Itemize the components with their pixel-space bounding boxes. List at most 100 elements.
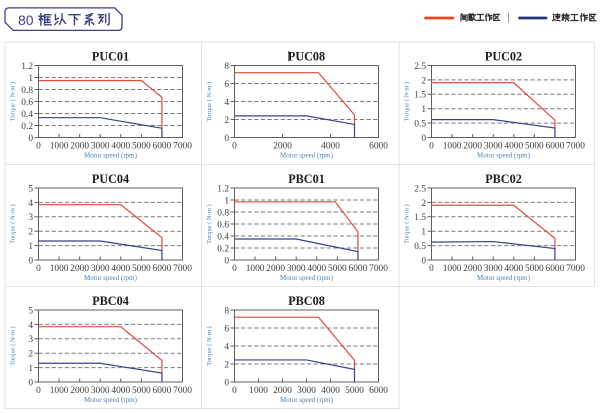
svg-text:0.8: 0.8 — [217, 208, 229, 218]
svg-text:0.5: 0.5 — [414, 120, 426, 130]
svg-text:Motor speed (rpm): Motor speed (rpm) — [477, 274, 531, 282]
svg-text:1: 1 — [28, 364, 33, 374]
svg-text:1: 1 — [421, 105, 426, 115]
svg-text:3: 3 — [28, 335, 33, 345]
svg-text:4000: 4000 — [111, 386, 130, 396]
svg-text:6000: 6000 — [349, 264, 368, 274]
svg-text:2: 2 — [421, 199, 426, 209]
svg-text:2000: 2000 — [463, 264, 482, 274]
svg-text:0.6: 0.6 — [217, 220, 229, 230]
svg-text:4000: 4000 — [111, 142, 130, 152]
svg-text:4000: 4000 — [504, 264, 523, 274]
svg-text:0.4: 0.4 — [217, 232, 229, 242]
svg-text:3000: 3000 — [287, 264, 306, 274]
svg-text:6000: 6000 — [369, 386, 388, 396]
svg-text:Motor speed (rpm): Motor speed (rpm) — [280, 396, 334, 404]
svg-text:1.2: 1.2 — [21, 62, 33, 72]
svg-text:5000: 5000 — [132, 142, 151, 152]
svg-text:0: 0 — [232, 264, 237, 274]
svg-text:0: 0 — [36, 142, 41, 152]
svg-text:0: 0 — [36, 264, 41, 274]
svg-text:2: 2 — [224, 360, 229, 370]
svg-text:1000: 1000 — [50, 264, 69, 274]
svg-text:4000: 4000 — [321, 386, 340, 396]
svg-text:Motor speed (rpm): Motor speed (rpm) — [280, 151, 334, 159]
svg-text:Torque ( N-m ): Torque ( N-m ) — [206, 204, 213, 243]
svg-text:0: 0 — [28, 256, 33, 266]
svg-text:7000: 7000 — [173, 386, 192, 396]
svg-text:Motor speed (rpm): Motor speed (rpm) — [280, 274, 334, 282]
svg-text:4: 4 — [28, 199, 33, 209]
svg-text:PUC08: PUC08 — [288, 50, 325, 64]
svg-text:1000: 1000 — [50, 142, 69, 152]
svg-text:Torque ( N-m ): Torque ( N-m ) — [10, 204, 17, 243]
svg-text:6000: 6000 — [546, 142, 565, 152]
svg-text:3000: 3000 — [91, 264, 110, 274]
svg-text:1000: 1000 — [246, 264, 265, 274]
svg-text:PBC04: PBC04 — [92, 294, 129, 308]
svg-text:2000: 2000 — [463, 142, 482, 152]
svg-text:PBC02: PBC02 — [485, 172, 522, 186]
svg-text:PBC01: PBC01 — [288, 172, 325, 186]
svg-text:Torque ( N-m ): Torque ( N-m ) — [206, 326, 213, 365]
svg-text:1000: 1000 — [443, 142, 462, 152]
svg-text:7000: 7000 — [566, 264, 585, 274]
svg-text:2000: 2000 — [70, 386, 89, 396]
svg-text:2.5: 2.5 — [414, 62, 426, 72]
svg-text:8: 8 — [224, 62, 229, 72]
svg-text:0: 0 — [232, 386, 237, 396]
svg-text:0.6: 0.6 — [21, 98, 33, 108]
svg-text:6000: 6000 — [153, 264, 172, 274]
svg-text:1: 1 — [28, 242, 33, 252]
svg-text:1000: 1000 — [249, 386, 268, 396]
svg-text:4000: 4000 — [504, 142, 523, 152]
svg-text:5: 5 — [28, 184, 33, 194]
svg-text:2000: 2000 — [266, 264, 285, 274]
svg-text:0.5: 0.5 — [414, 242, 426, 252]
svg-text:Motor speed (rpm): Motor speed (rpm) — [477, 151, 531, 159]
svg-text:1000: 1000 — [50, 386, 69, 396]
svg-text:6000: 6000 — [369, 142, 388, 152]
svg-text:4: 4 — [28, 321, 33, 331]
svg-text:80: 80 — [18, 12, 34, 28]
svg-text:0: 0 — [28, 134, 33, 144]
svg-text:PUC04: PUC04 — [92, 172, 129, 186]
svg-text:7000: 7000 — [173, 142, 192, 152]
svg-text:1.2: 1.2 — [217, 184, 229, 194]
svg-text:2000: 2000 — [273, 142, 292, 152]
svg-text:0: 0 — [36, 386, 41, 396]
svg-text:5: 5 — [28, 306, 33, 316]
svg-text:5000: 5000 — [132, 386, 151, 396]
svg-text:1: 1 — [28, 74, 33, 84]
svg-text:Torque ( N-m ): Torque ( N-m ) — [206, 82, 213, 121]
svg-text:6: 6 — [224, 324, 229, 334]
svg-text:3000: 3000 — [297, 386, 316, 396]
svg-text:Motor speed (rpm): Motor speed (rpm) — [84, 151, 138, 159]
svg-text:Motor speed (rpm): Motor speed (rpm) — [84, 396, 138, 404]
svg-text:2: 2 — [28, 228, 33, 238]
svg-text:5000: 5000 — [525, 264, 544, 274]
svg-text:Torque ( N-m ): Torque ( N-m ) — [404, 82, 411, 121]
svg-text:0: 0 — [421, 134, 426, 144]
svg-text:3000: 3000 — [91, 142, 110, 152]
svg-text:0: 0 — [224, 134, 229, 144]
svg-text:2000: 2000 — [70, 264, 89, 274]
svg-text:7000: 7000 — [173, 264, 192, 274]
svg-text:5000: 5000 — [132, 264, 151, 274]
svg-text:2: 2 — [224, 116, 229, 126]
svg-text:1000: 1000 — [443, 264, 462, 274]
svg-text:2.5: 2.5 — [414, 184, 426, 194]
svg-text:Torque ( N-m ): Torque ( N-m ) — [10, 82, 17, 121]
svg-text:1.5: 1.5 — [414, 91, 426, 101]
svg-text:PBC08: PBC08 — [288, 294, 325, 308]
svg-text:7000: 7000 — [369, 264, 388, 274]
svg-text:Torque ( N-m ): Torque ( N-m ) — [404, 204, 411, 243]
svg-text:4000: 4000 — [321, 142, 340, 152]
svg-text:2000: 2000 — [273, 386, 292, 396]
svg-text:Torque ( N-m ): Torque ( N-m ) — [10, 326, 17, 365]
svg-text:PUC02: PUC02 — [485, 50, 522, 64]
svg-text:3000: 3000 — [91, 386, 110, 396]
svg-text:8: 8 — [224, 306, 229, 316]
svg-text:0: 0 — [429, 264, 434, 274]
svg-text:0: 0 — [232, 142, 237, 152]
